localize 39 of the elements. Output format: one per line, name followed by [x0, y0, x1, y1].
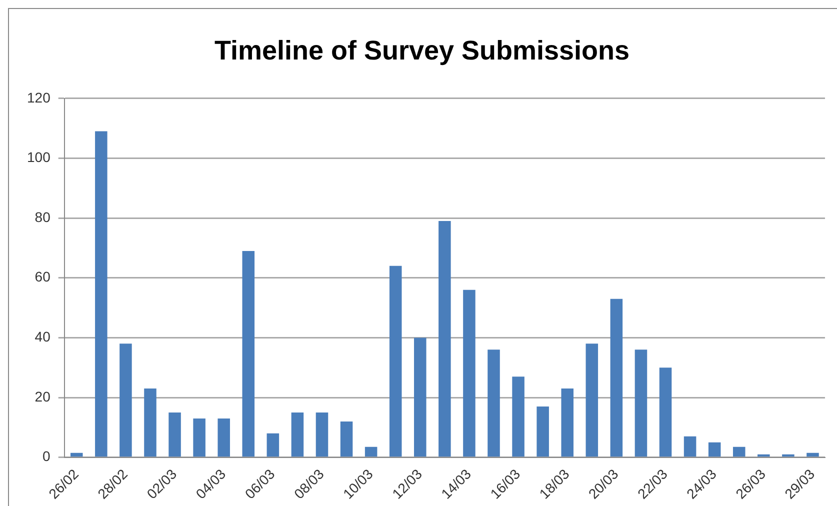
- bar: [758, 454, 770, 457]
- bar: [634, 350, 648, 457]
- bar: [364, 446, 378, 457]
- bar: [732, 446, 746, 457]
- bar: [561, 388, 574, 457]
- y-tick-label: 100: [27, 149, 51, 166]
- y-tick-label: 20: [34, 388, 51, 404]
- bar: [806, 452, 819, 457]
- bar: [291, 412, 304, 457]
- bar: [438, 221, 451, 457]
- bar: [168, 412, 181, 457]
- bar: [512, 376, 524, 457]
- bar: [684, 436, 696, 457]
- bar: [316, 412, 328, 457]
- bar: [659, 368, 672, 457]
- y-tick-label: 60: [34, 268, 51, 285]
- bar: [586, 344, 598, 457]
- bar: [782, 454, 794, 457]
- y-tick-label: 120: [27, 89, 51, 106]
- bar: [610, 298, 623, 457]
- bar: [536, 406, 549, 457]
- bar: [708, 442, 721, 457]
- bar: [340, 421, 353, 457]
- y-tick-label: 40: [34, 328, 51, 345]
- bar: [95, 131, 108, 457]
- bar: [120, 344, 132, 457]
- bar: [218, 418, 230, 457]
- bar: [389, 266, 402, 457]
- bar: [70, 452, 83, 457]
- y-tick-label: 80: [34, 208, 51, 225]
- chart-title: Timeline of Survey Submissions: [214, 36, 630, 66]
- bar: [266, 433, 280, 457]
- bar: [488, 350, 500, 457]
- bar: [144, 388, 156, 457]
- y-tick-label: 0: [42, 448, 51, 464]
- bar: [414, 338, 426, 457]
- bar: [463, 290, 476, 457]
- bar: [242, 250, 255, 457]
- bar: [193, 418, 206, 457]
